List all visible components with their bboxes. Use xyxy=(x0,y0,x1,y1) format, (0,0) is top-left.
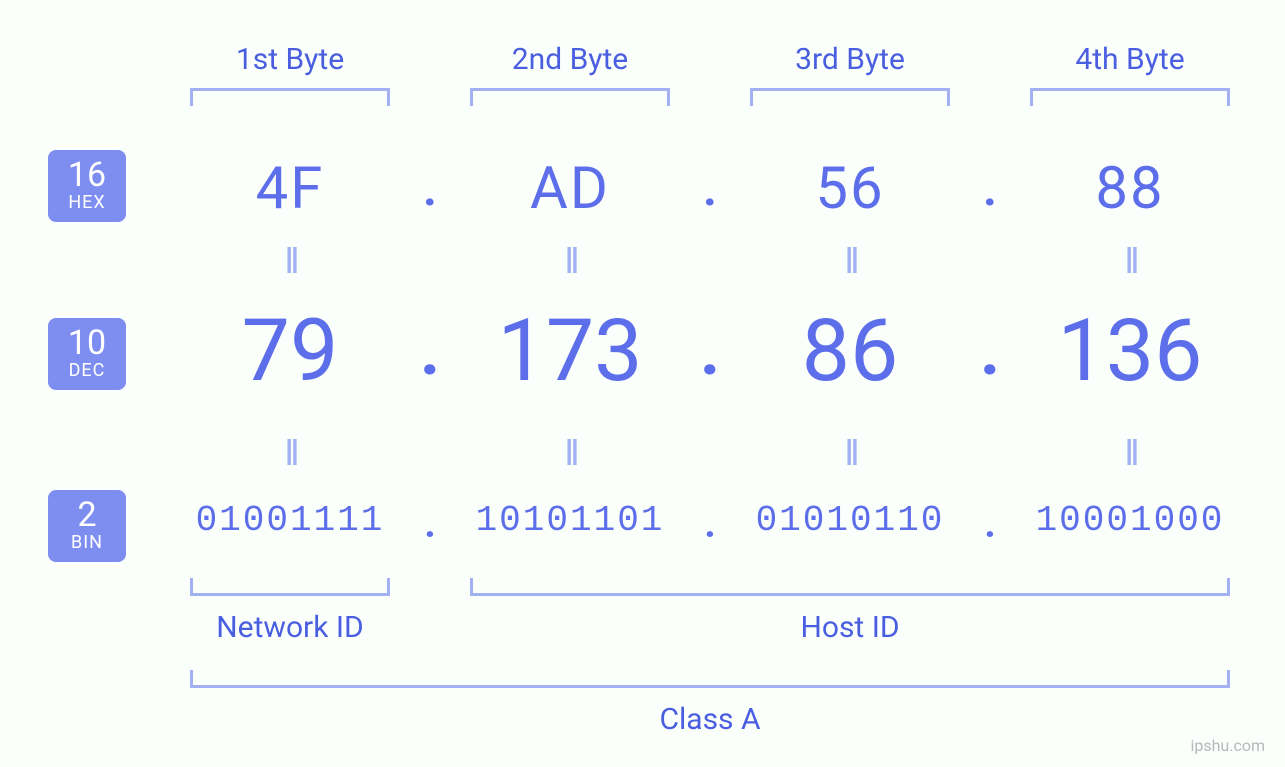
byte-bracket-3 xyxy=(750,88,950,106)
base-badge-dec-num: 10 xyxy=(48,326,126,360)
equals-1-3: II xyxy=(740,240,960,282)
bin-octet-1: 01001111 xyxy=(180,500,400,541)
base-badge-dec: 10 DEC xyxy=(48,318,126,390)
dec-dot-2: . xyxy=(680,310,740,392)
base-badge-dec-label: DEC xyxy=(48,362,126,380)
base-badge-bin: 2 BIN xyxy=(48,490,126,562)
network-id-label: Network ID xyxy=(180,610,400,645)
ip-diagram: 1st Byte 2nd Byte 3rd Byte 4th Byte 16 H… xyxy=(0,0,1285,767)
base-badge-hex-label: HEX xyxy=(48,194,126,212)
byte-bracket-4 xyxy=(1030,88,1230,106)
watermark: ipshu.com xyxy=(1190,736,1265,755)
base-badge-hex-num: 16 xyxy=(48,158,126,192)
class-label: Class A xyxy=(180,702,1240,737)
bin-dot-2: . xyxy=(680,500,740,547)
bin-dot-3: . xyxy=(960,500,1020,547)
equals-2-1: II xyxy=(180,432,400,474)
base-badge-hex: 16 HEX xyxy=(48,150,126,222)
dec-dot-3: . xyxy=(960,310,1020,392)
equals-2-3: II xyxy=(740,432,960,474)
byte-label-1: 1st Byte xyxy=(180,42,400,77)
hex-octet-3: 56 xyxy=(740,155,960,223)
byte-label-2: 2nd Byte xyxy=(460,42,680,77)
class-bracket xyxy=(190,670,1230,688)
byte-bracket-2 xyxy=(470,88,670,106)
equals-1-1: II xyxy=(180,240,400,282)
dec-octet-2: 173 xyxy=(460,300,680,401)
hex-octet-1: 4F xyxy=(180,155,400,223)
equals-2-4: II xyxy=(1020,432,1240,474)
dec-octet-4: 136 xyxy=(1020,300,1240,401)
hex-dot-2: . xyxy=(680,160,740,217)
hex-octet-4: 88 xyxy=(1020,155,1240,223)
host-id-label: Host ID xyxy=(460,610,1240,645)
hex-octet-2: AD xyxy=(460,155,680,223)
equals-2-2: II xyxy=(460,432,680,474)
host-id-bracket xyxy=(470,578,1230,596)
byte-label-4: 4th Byte xyxy=(1020,42,1240,77)
equals-1-2: II xyxy=(460,240,680,282)
base-badge-bin-label: BIN xyxy=(48,534,126,552)
hex-dot-3: . xyxy=(960,160,1020,217)
bin-dot-1: . xyxy=(400,500,460,547)
hex-dot-1: . xyxy=(400,160,460,217)
dec-dot-1: . xyxy=(400,310,460,392)
base-badge-bin-num: 2 xyxy=(48,498,126,532)
dec-octet-1: 79 xyxy=(180,300,400,401)
equals-1-4: II xyxy=(1020,240,1240,282)
byte-bracket-1 xyxy=(190,88,390,106)
byte-label-3: 3rd Byte xyxy=(740,42,960,77)
network-id-bracket xyxy=(190,578,390,596)
bin-octet-4: 10001000 xyxy=(1020,500,1240,541)
bin-octet-3: 01010110 xyxy=(740,500,960,541)
dec-octet-3: 86 xyxy=(740,300,960,401)
bin-octet-2: 10101101 xyxy=(460,500,680,541)
